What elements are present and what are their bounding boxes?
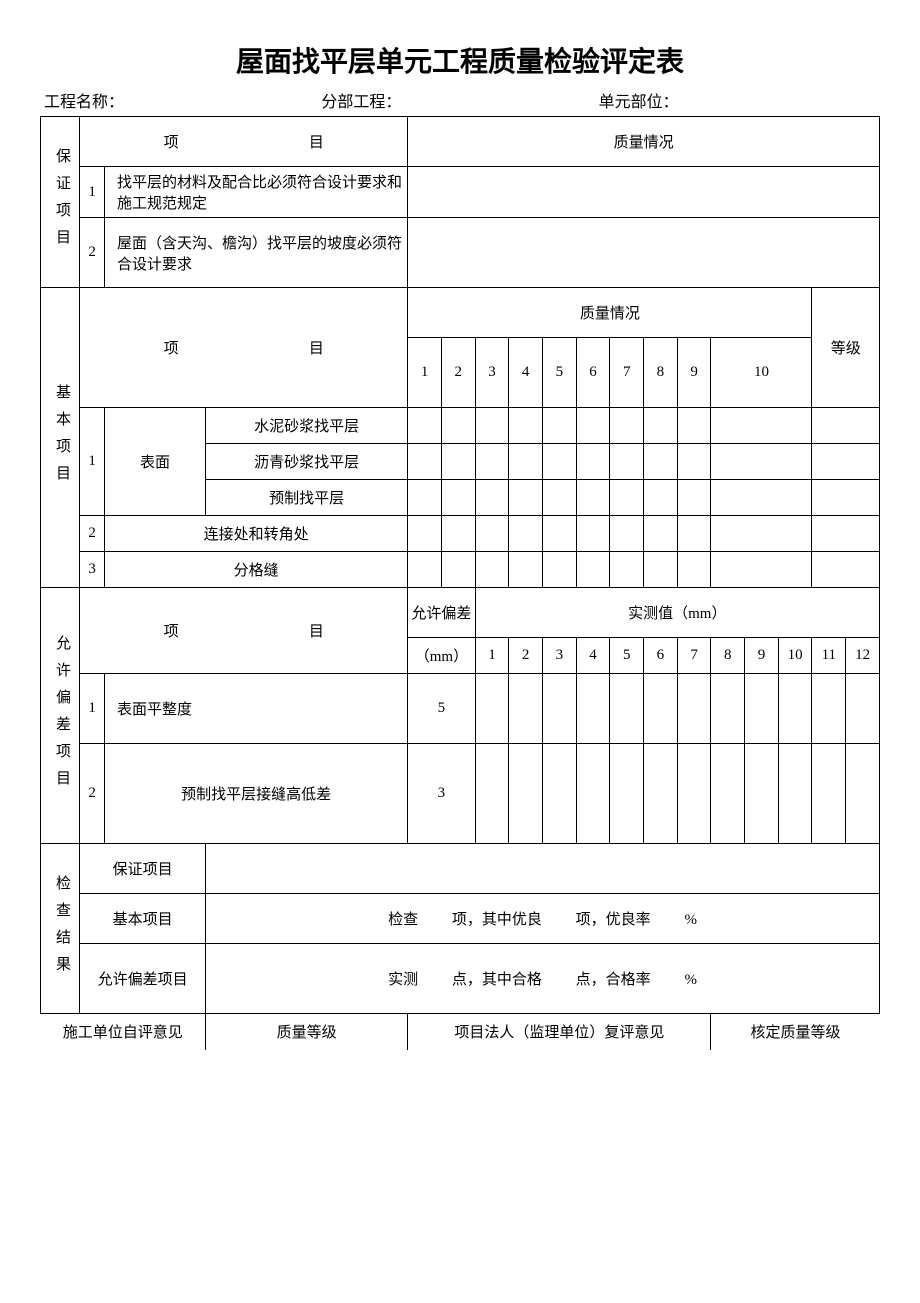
unit-part-label: 单元部位：	[599, 88, 876, 112]
s3-r1-label: 表面平整度	[105, 674, 408, 744]
footer-c3: 项目法人（监理单位）复评意见	[408, 1014, 711, 1050]
section4-vlabel: 检查结果	[41, 844, 80, 1014]
s3-n10: 10	[778, 638, 812, 674]
s1-row2-num: 2	[80, 218, 105, 288]
s3-r2-num: 2	[80, 744, 105, 844]
footer-c4: 核定质量等级	[711, 1014, 880, 1050]
s3-n4: 4	[576, 638, 610, 674]
footer-c2: 质量等级	[206, 1014, 408, 1050]
s4-basic-text: 检查 项，其中优良 项，优良率 %	[206, 894, 880, 944]
section2-item-header: 项目	[80, 288, 408, 408]
s4-guarantee-val	[206, 844, 880, 894]
s3-r2-label: 预制找平层接缝高低差	[105, 744, 408, 844]
s4-tolerance-text: 实测 点，其中合格 点，合格率 %	[206, 944, 880, 1014]
section1-vlabel: 保证项目	[41, 117, 80, 288]
s1-row2-val	[408, 218, 880, 288]
s2-r3-num: 3	[80, 552, 105, 588]
s2-n7: 7	[610, 338, 644, 408]
s2-r2-label: 连接处和转角处	[105, 516, 408, 552]
section2-quality-header: 质量情况	[408, 288, 812, 338]
s3-n2: 2	[509, 638, 543, 674]
section2-grade-label: 等级	[812, 288, 880, 408]
s2-r1-num: 1	[80, 408, 105, 516]
s2-n6: 6	[576, 338, 610, 408]
s3-n1: 1	[475, 638, 509, 674]
s2-r1-sub3: 预制找平层	[206, 480, 408, 516]
section3-tol-unit: （mm）	[408, 638, 475, 674]
s3-n12: 12	[846, 638, 880, 674]
s1-row1-num: 1	[80, 167, 105, 218]
s3-n7: 7	[677, 638, 711, 674]
s2-n2: 2	[441, 338, 475, 408]
s4-guarantee: 保证项目	[80, 844, 206, 894]
s1-row1-text: 找平层的材料及配合比必须符合设计要求和施工规范规定	[105, 167, 408, 218]
s3-r2-tol: 3	[408, 744, 475, 844]
s2-r1-sub2: 沥青砂浆找平层	[206, 444, 408, 480]
s3-n3: 3	[542, 638, 576, 674]
sub-project-label: 分部工程：	[321, 88, 598, 112]
s2-r2-num: 2	[80, 516, 105, 552]
s3-n8: 8	[711, 638, 745, 674]
section3-vlabel: 允许偏差项目	[41, 588, 80, 844]
section3-measured-label: 实测值（mm）	[475, 588, 879, 638]
section1-item-header: 项目	[80, 117, 408, 167]
s4-tolerance: 允许偏差项目	[80, 944, 206, 1014]
inspection-table: 保证项目 项目 质量情况 1 找平层的材料及配合比必须符合设计要求和施工规范规定…	[40, 116, 880, 1050]
project-name-label: 工程名称：	[44, 88, 321, 112]
s2-n1: 1	[408, 338, 442, 408]
section2-vlabel: 基本项目	[41, 288, 80, 588]
s2-r1-label: 表面	[105, 408, 206, 516]
s1-row2-text: 屋面（含天沟、檐沟）找平层的坡度必须符合设计要求	[105, 218, 408, 288]
s3-r1-tol: 5	[408, 674, 475, 744]
s2-n3: 3	[475, 338, 509, 408]
s2-n10: 10	[711, 338, 812, 408]
section3-tol-label: 允许偏差	[408, 588, 475, 638]
s3-n6: 6	[644, 638, 678, 674]
s2-n5: 5	[542, 338, 576, 408]
section1-quality-header: 质量情况	[408, 117, 880, 167]
s4-basic: 基本项目	[80, 894, 206, 944]
page-title: 屋面找平层单元工程质量检验评定表	[40, 40, 880, 80]
s1-row1-val	[408, 167, 880, 218]
section3-item-header: 项目	[80, 588, 408, 674]
s2-n9: 9	[677, 338, 711, 408]
footer-c1: 施工单位自评意见	[41, 1014, 206, 1050]
s3-n9: 9	[745, 638, 779, 674]
s3-n11: 11	[812, 638, 846, 674]
s3-n5: 5	[610, 638, 644, 674]
s2-n8: 8	[644, 338, 678, 408]
s3-r1-num: 1	[80, 674, 105, 744]
s2-n4: 4	[509, 338, 543, 408]
header-row: 工程名称： 分部工程： 单元部位：	[40, 88, 880, 112]
s2-r1-sub1: 水泥砂浆找平层	[206, 408, 408, 444]
s2-r3-label: 分格缝	[105, 552, 408, 588]
